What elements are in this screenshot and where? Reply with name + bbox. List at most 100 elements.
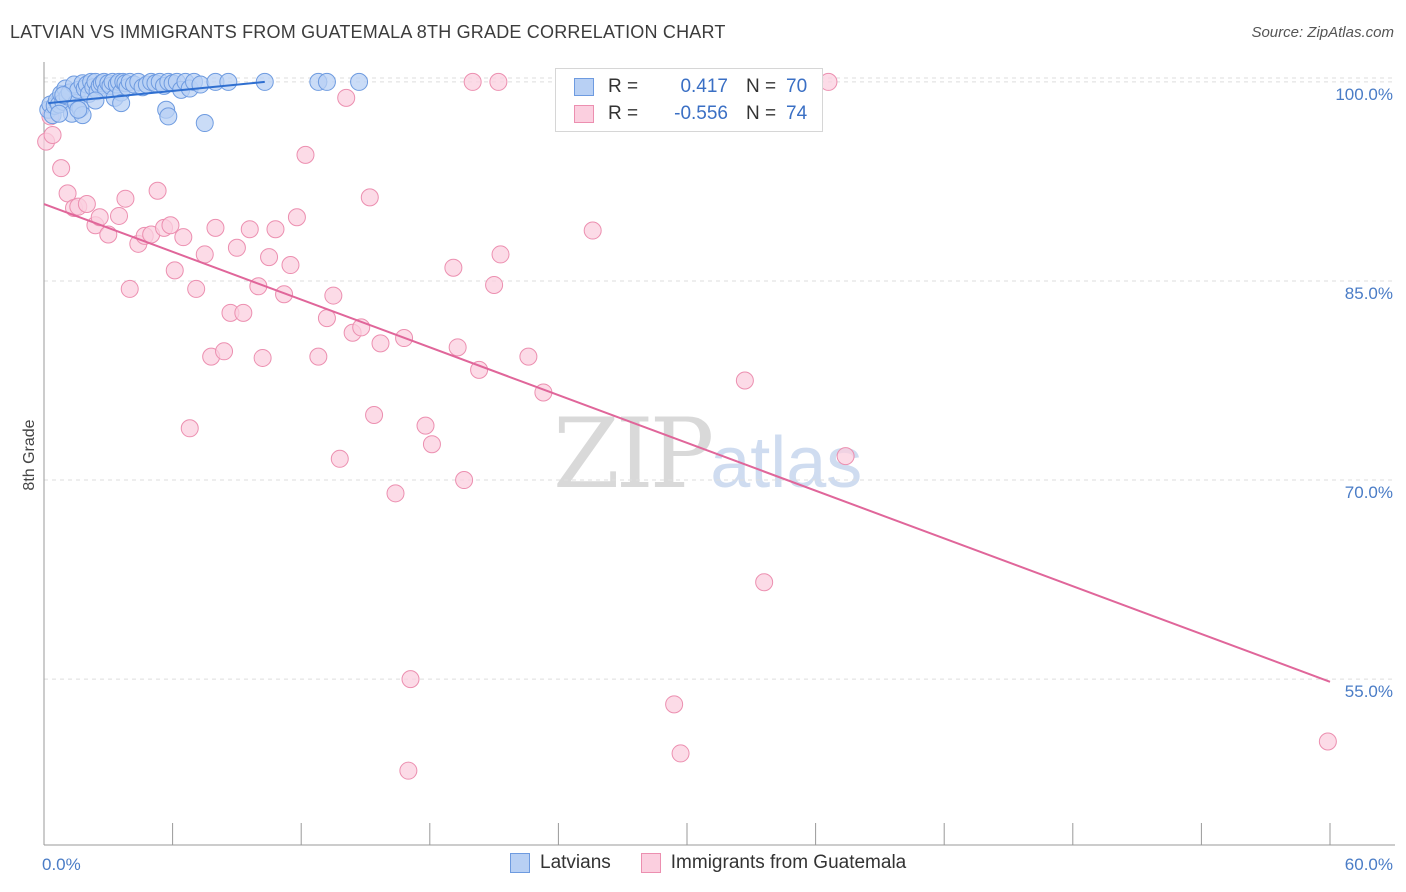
latvians-point <box>50 104 69 123</box>
series-latvians-points <box>39 72 369 133</box>
guatemala-point <box>401 670 420 689</box>
guatemala-point <box>755 573 774 592</box>
guatemala-point <box>296 145 315 164</box>
watermark: ZIPatlas <box>553 398 862 510</box>
y-tick-label: 100.0% <box>1335 85 1393 104</box>
latvians-point <box>317 72 336 91</box>
guatemala-point <box>187 279 206 298</box>
guatemala-point <box>444 258 463 277</box>
legend-n-value: 74 <box>786 103 808 124</box>
latvians-point <box>195 114 214 133</box>
axis-labels: 100.0% 85.0% 70.0% 55.0% 0.0% 60.0% 8th Grade <box>21 85 1393 874</box>
guatemala-point <box>455 471 474 490</box>
guatemala-point <box>416 416 435 435</box>
guatemala-point <box>485 275 504 294</box>
stats-legend: R = 0.417 N = 70 R = -0.556 N = 74 <box>555 68 823 132</box>
guatemala-point <box>324 286 343 305</box>
guatemala-point <box>735 371 754 390</box>
guatemala-point <box>463 72 482 91</box>
guatemala-point <box>90 208 109 227</box>
guatemala-point <box>195 245 214 264</box>
latvians-point <box>350 72 369 91</box>
legend-swatch-latvians <box>510 853 530 873</box>
guatemala-point <box>330 449 349 468</box>
guatemala-point <box>519 347 538 366</box>
guatemala-point <box>281 256 300 275</box>
guatemala-point <box>399 761 418 780</box>
legend-label-guatemala: Immigrants from Guatemala <box>670 852 907 873</box>
legend-item-latvians[interactable]: Latvians <box>510 852 611 874</box>
legend-row-guatemala: R = -0.556 N = 74 <box>574 101 807 127</box>
latvians-point <box>86 91 105 110</box>
chart-title: LATVIAN VS IMMIGRANTS FROM GUATEMALA 8TH… <box>10 22 726 42</box>
guatemala-point <box>240 220 259 239</box>
legend-row-latvians: R = 0.417 N = 70 <box>574 74 807 100</box>
guatemala-point <box>148 181 167 200</box>
legend-r-value: 0.417 <box>680 76 728 97</box>
latvians-point <box>54 86 73 105</box>
legend-swatch-latvians <box>574 78 594 96</box>
latvians-trend-line <box>48 80 265 105</box>
guatemala-point <box>52 159 71 178</box>
guatemala-point <box>448 338 467 357</box>
guatemala-point <box>360 188 379 207</box>
legend-n-label: N = <box>746 76 777 97</box>
guatemala-point <box>470 360 489 379</box>
guatemala-point <box>206 218 225 237</box>
guatemala-point <box>371 334 390 353</box>
guatemala-point <box>234 303 253 322</box>
guatemala-point <box>422 435 441 454</box>
legend-label-latvians: Latvians <box>540 852 611 873</box>
guatemala-point <box>77 195 96 214</box>
y-axis-label: 8th Grade <box>21 419 38 490</box>
guatemala-point <box>227 238 246 257</box>
latvians-point <box>159 107 178 126</box>
y-tick-label: 55.0% <box>1345 682 1393 701</box>
guatemala-point <box>161 216 180 235</box>
watermark-zip: ZIP <box>553 398 714 510</box>
guatemala-point <box>665 695 684 714</box>
guatemala-point <box>120 279 139 298</box>
guatemala-point <box>215 342 234 361</box>
legend-r-value: -0.556 <box>674 103 728 124</box>
guatemala-point <box>43 125 62 144</box>
guatemala-point <box>116 189 135 208</box>
guatemala-point <box>253 348 272 367</box>
guatemala-point <box>287 208 306 227</box>
legend-r-label: R = <box>608 103 639 124</box>
guatemala-trend-line <box>43 203 1331 683</box>
guatemala-point <box>836 447 855 466</box>
guatemala-point <box>260 248 279 267</box>
legend-swatch-guatemala <box>574 105 594 123</box>
watermark-atlas: atlas <box>710 423 863 503</box>
series-guatemala-points <box>37 72 1337 780</box>
guatemala-point <box>266 220 285 239</box>
trend-lines <box>43 80 1331 683</box>
guatemala-point <box>489 72 508 91</box>
legend-n-value: 70 <box>786 76 808 97</box>
guatemala-point <box>174 228 193 247</box>
guatemala-point <box>386 484 405 503</box>
series-legend: Latvians Immigrants from Guatemala <box>510 852 936 874</box>
latvians-point <box>69 100 88 119</box>
guatemala-point <box>1318 732 1337 751</box>
source-label: Source: ZipAtlas.com <box>1251 24 1394 41</box>
latvians-point <box>112 94 131 113</box>
guatemala-point <box>365 406 384 425</box>
grid-lines <box>44 77 1395 680</box>
latvians-point <box>219 72 238 91</box>
guatemala-point <box>583 221 602 240</box>
legend-item-guatemala[interactable]: Immigrants from Guatemala <box>640 852 907 874</box>
guatemala-point <box>491 245 510 264</box>
x-tick-label: 60.0% <box>1345 855 1393 874</box>
guatemala-point <box>165 261 184 280</box>
legend-swatch-guatemala <box>640 853 661 873</box>
legend-n-label: N = <box>746 103 777 124</box>
guatemala-point <box>309 347 328 366</box>
x-tick-label: 0.0% <box>42 855 81 874</box>
y-tick-label: 70.0% <box>1345 483 1393 502</box>
axes <box>43 62 1395 846</box>
latvians-point <box>191 75 210 94</box>
guatemala-point <box>110 206 129 225</box>
